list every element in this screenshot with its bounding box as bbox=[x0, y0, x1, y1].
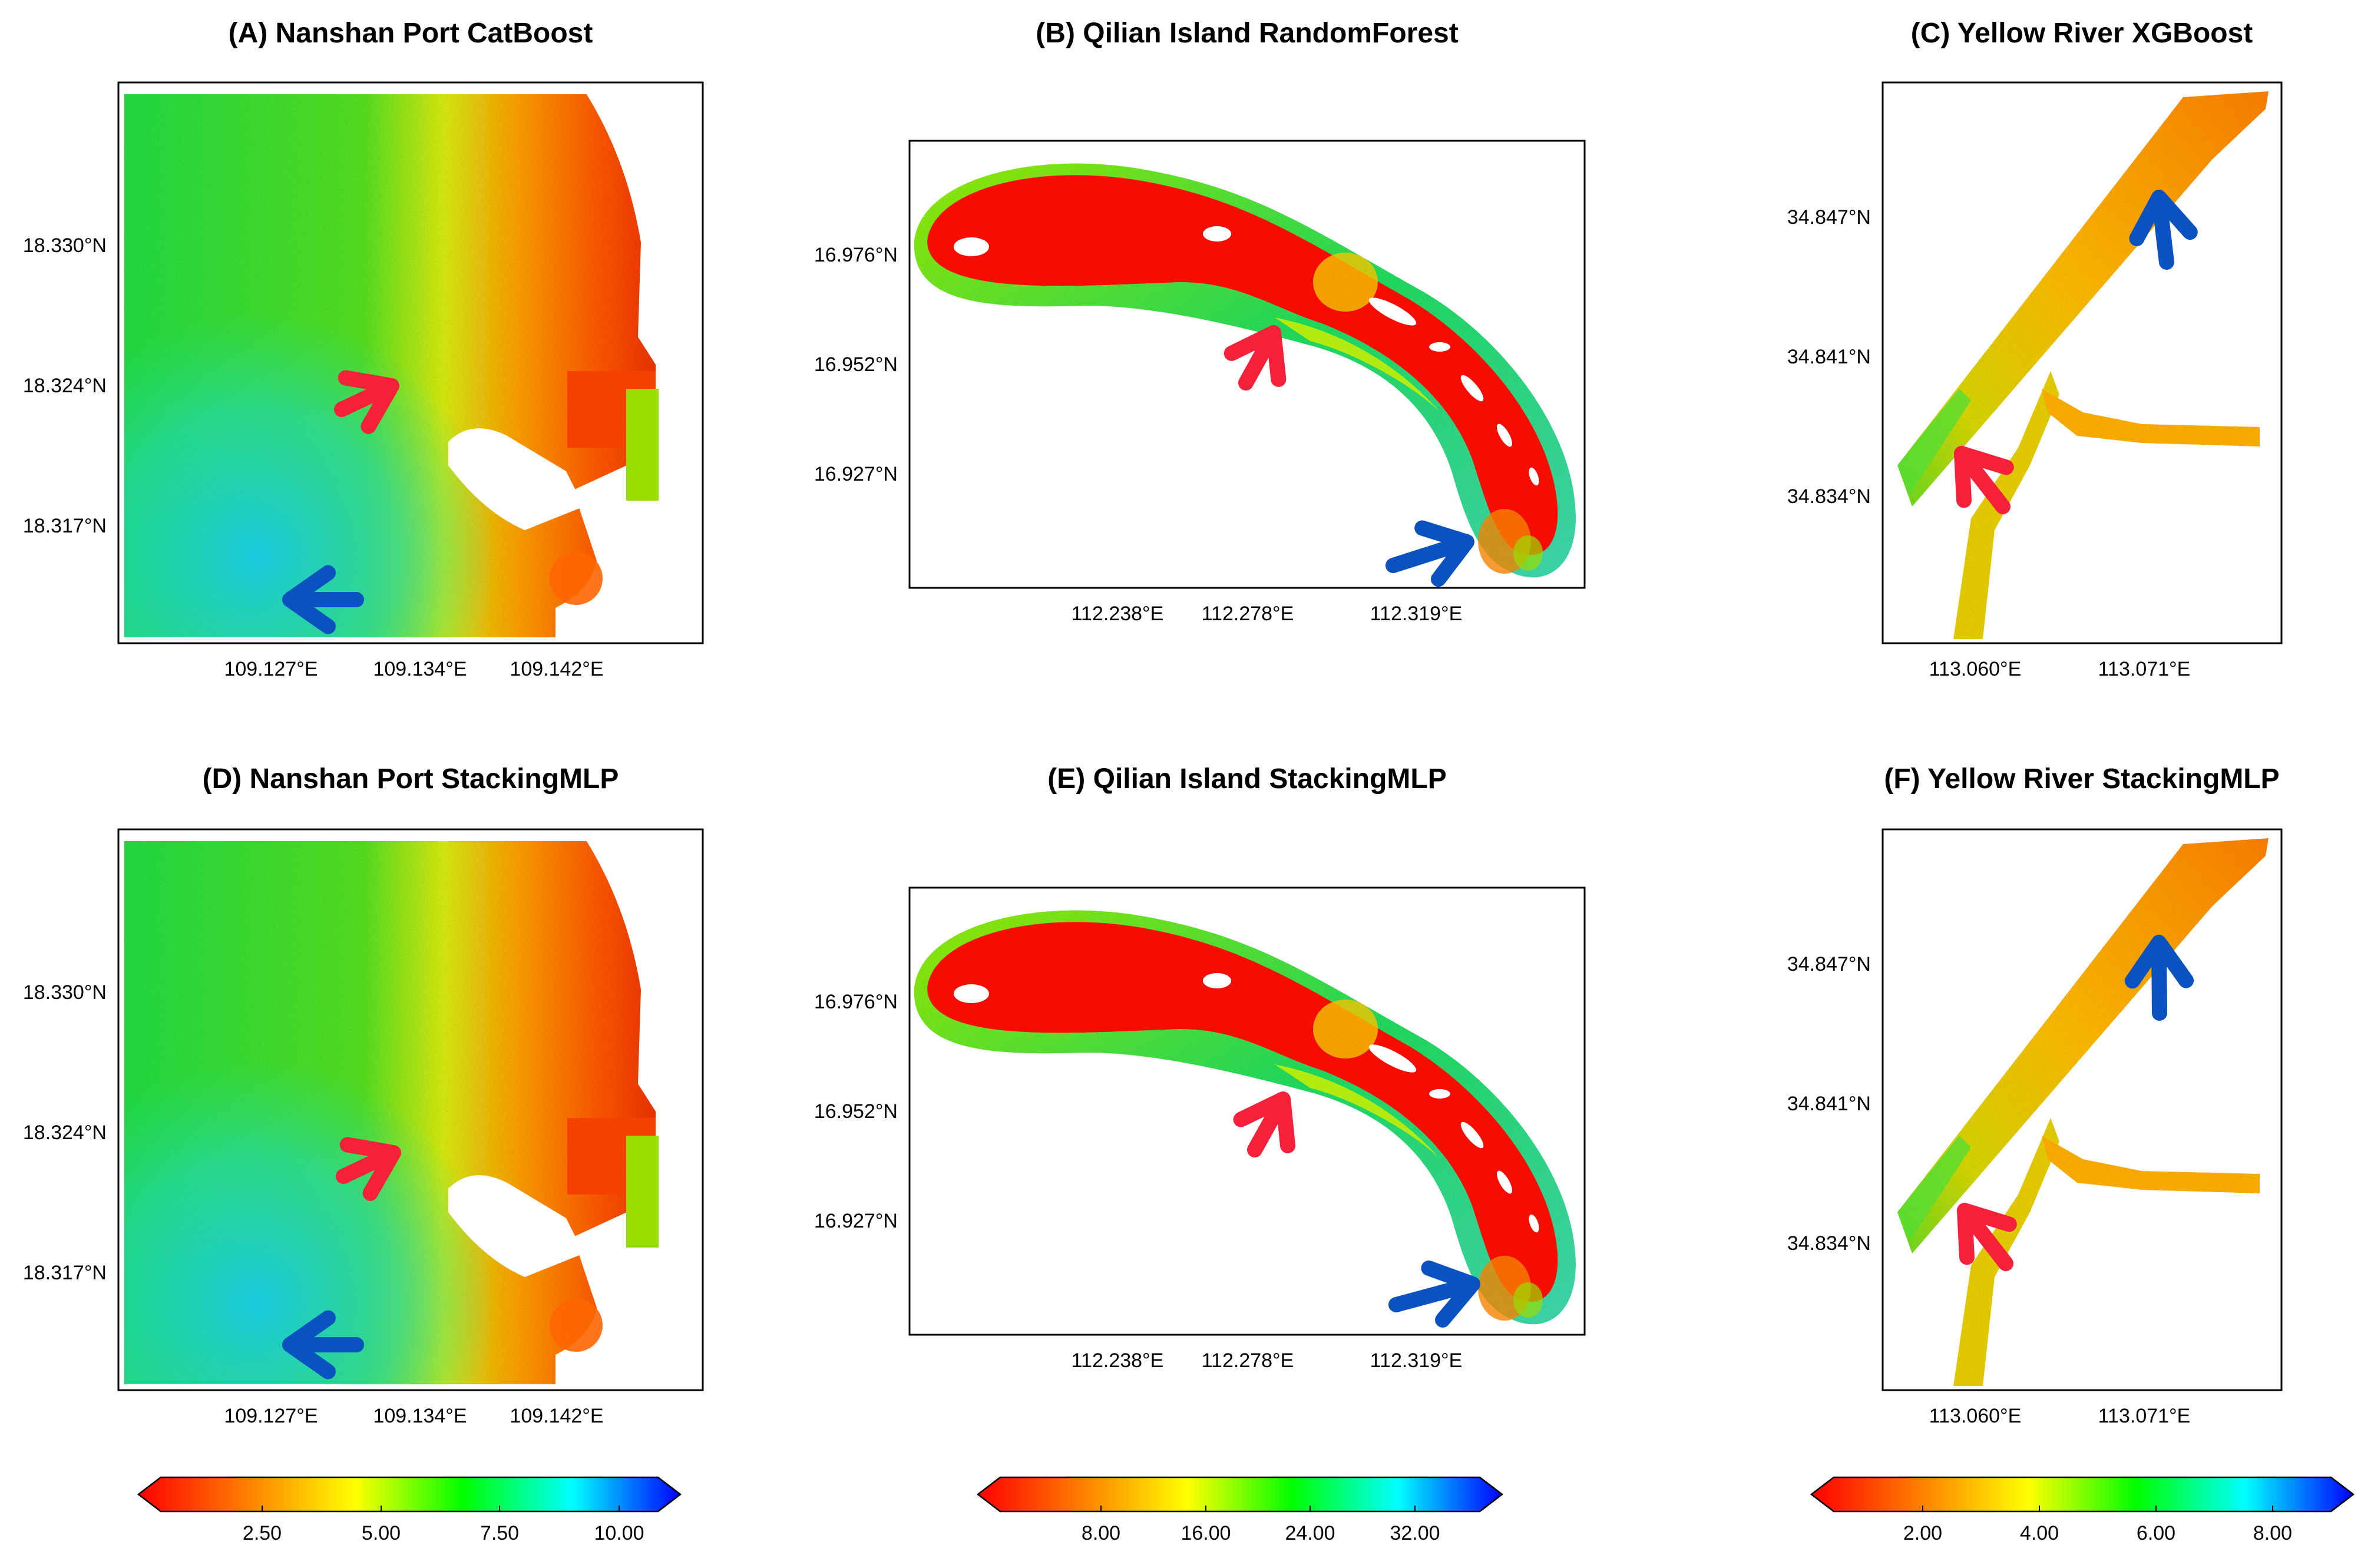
panel-title: (C) Yellow River XGBoost bbox=[1911, 18, 2253, 49]
map-frame bbox=[117, 81, 704, 644]
map-panel-c: (C) Yellow River XGBoost 113.060°E 113.071… bbox=[1787, 18, 2283, 680]
map-frame bbox=[117, 828, 704, 1391]
colorbar-tick-label: 2.00 bbox=[1903, 1522, 1942, 1544]
map-raster bbox=[124, 829, 703, 1390]
x-tick-label: 112.278°E bbox=[1202, 603, 1294, 625]
blue-arrow-icon bbox=[2129, 190, 2198, 270]
map-frame bbox=[1881, 828, 2283, 1391]
map-panel-d: (D) Nanshan Port StackingMLP 109.127°E 109… bbox=[23, 763, 704, 1427]
panel-title: (F) Yellow River StackingMLP bbox=[1884, 763, 2279, 795]
colorbar-qilian: 8.00 16.00 24.00 32.00 bbox=[976, 1476, 1504, 1544]
map-frame bbox=[908, 140, 1586, 589]
colorbar-body bbox=[1810, 1476, 2355, 1513]
colorbar-tick-label: 8.00 bbox=[2253, 1522, 2292, 1544]
y-tick-label: 34.834°N bbox=[1787, 485, 1871, 508]
x-tick-label: 109.127°E bbox=[224, 658, 318, 680]
y-tick-label: 34.834°N bbox=[1787, 1232, 1871, 1255]
colorbar-tick-label: 7.50 bbox=[480, 1522, 519, 1544]
blue-arrow-icon bbox=[282, 1310, 364, 1380]
colorbar-tick-label: 8.00 bbox=[1082, 1522, 1120, 1544]
colorbar-tick-label: 24.00 bbox=[1285, 1522, 1335, 1544]
blue-arrow-icon bbox=[1385, 520, 1474, 587]
colorbar-tick-label: 10.00 bbox=[594, 1522, 644, 1544]
y-tick-label: 34.847°N bbox=[1787, 953, 1871, 975]
red-arrow-icon bbox=[1957, 1203, 2017, 1271]
red-arrow-icon bbox=[1233, 1091, 1296, 1157]
map-panel-e: (E) Qilian Island StackingMLP 112.238°E 11… bbox=[814, 763, 1586, 1372]
y-tick-label: 18.324°N bbox=[23, 1122, 107, 1144]
colorbar-tick-label: 16.00 bbox=[1180, 1522, 1231, 1544]
panel-title: (D) Nanshan Port StackingMLP bbox=[203, 763, 619, 795]
panel-title: (B) Qilian Island RandomForest bbox=[1036, 18, 1458, 49]
red-arrow-icon bbox=[334, 370, 399, 434]
map-frame bbox=[908, 886, 1586, 1336]
map-raster bbox=[1897, 838, 2269, 1386]
x-tick-label: 112.278°E bbox=[1202, 1349, 1294, 1372]
colorbar-tick-label: 32.00 bbox=[1390, 1522, 1440, 1544]
y-tick-label: 18.330°N bbox=[23, 234, 107, 257]
x-tick-label: 109.134°E bbox=[373, 658, 467, 680]
panel-title: (A) Nanshan Port CatBoost bbox=[229, 18, 593, 49]
map-panel-f: (F) Yellow River StackingMLP 113.060°E 113… bbox=[1787, 763, 2283, 1427]
y-tick-label: 16.952°N bbox=[814, 1100, 898, 1123]
x-tick-label: 113.071°E bbox=[2098, 658, 2191, 680]
blue-arrow-icon bbox=[2125, 935, 2194, 1021]
x-tick-label: 113.060°E bbox=[1929, 658, 2022, 680]
red-arrow-icon bbox=[1954, 446, 2014, 514]
red-arrow-icon bbox=[336, 1137, 401, 1201]
y-tick-label: 18.317°N bbox=[23, 515, 107, 537]
x-tick-label: 112.238°E bbox=[1072, 603, 1164, 625]
y-tick-label: 16.927°N bbox=[814, 1210, 898, 1232]
map-panel-a: (A) Nanshan Port CatBoost 109.127°E 109.13… bbox=[23, 18, 704, 680]
map-raster bbox=[914, 910, 1576, 1325]
colorbar-body bbox=[976, 1476, 1504, 1513]
y-tick-label: 16.976°N bbox=[814, 991, 898, 1013]
colorbar-nanshan: 2.50 5.00 7.50 10.00 bbox=[137, 1476, 682, 1544]
x-tick-label: 112.238°E bbox=[1072, 1349, 1164, 1372]
map-frame bbox=[1881, 81, 2283, 644]
y-tick-label: 34.841°N bbox=[1787, 1093, 1871, 1115]
colorbar-tick-label: 4.00 bbox=[2020, 1522, 2059, 1544]
y-tick-label: 16.976°N bbox=[814, 244, 898, 266]
x-tick-label: 109.142°E bbox=[510, 1405, 603, 1427]
red-arrow-icon bbox=[1224, 325, 1287, 391]
colorbar-body bbox=[137, 1476, 682, 1513]
map-raster bbox=[124, 82, 703, 643]
colorbar-tick-label: 6.00 bbox=[2137, 1522, 2175, 1544]
colorbar-yellow: 2.00 4.00 6.00 8.00 bbox=[1810, 1476, 2355, 1544]
blue-arrow-icon bbox=[1388, 1260, 1480, 1328]
map-raster bbox=[914, 163, 1576, 578]
x-tick-label: 112.319°E bbox=[1370, 603, 1463, 625]
panel-title: (E) Qilian Island StackingMLP bbox=[1047, 763, 1446, 795]
blue-arrow-icon bbox=[282, 565, 364, 634]
x-tick-label: 109.134°E bbox=[373, 1405, 467, 1427]
map-panel-b: (B) Qilian Island RandomForest 112.238°E 1… bbox=[814, 18, 1586, 625]
y-tick-label: 16.927°N bbox=[814, 463, 898, 485]
x-tick-label: 109.142°E bbox=[510, 658, 603, 680]
y-tick-label: 34.847°N bbox=[1787, 206, 1871, 229]
y-tick-label: 34.841°N bbox=[1787, 346, 1871, 368]
map-raster bbox=[1897, 91, 2269, 639]
x-tick-label: 112.319°E bbox=[1370, 1349, 1463, 1372]
colorbar-tick-label: 5.00 bbox=[362, 1522, 401, 1544]
colorbar-tick-label: 2.50 bbox=[243, 1522, 282, 1544]
x-tick-label: 109.127°E bbox=[224, 1405, 318, 1427]
y-tick-label: 18.324°N bbox=[23, 375, 107, 397]
x-tick-label: 113.060°E bbox=[1929, 1405, 2022, 1427]
y-tick-label: 18.317°N bbox=[23, 1262, 107, 1284]
x-tick-label: 113.071°E bbox=[2098, 1405, 2191, 1427]
y-tick-label: 16.952°N bbox=[814, 353, 898, 376]
y-tick-label: 18.330°N bbox=[23, 981, 107, 1004]
